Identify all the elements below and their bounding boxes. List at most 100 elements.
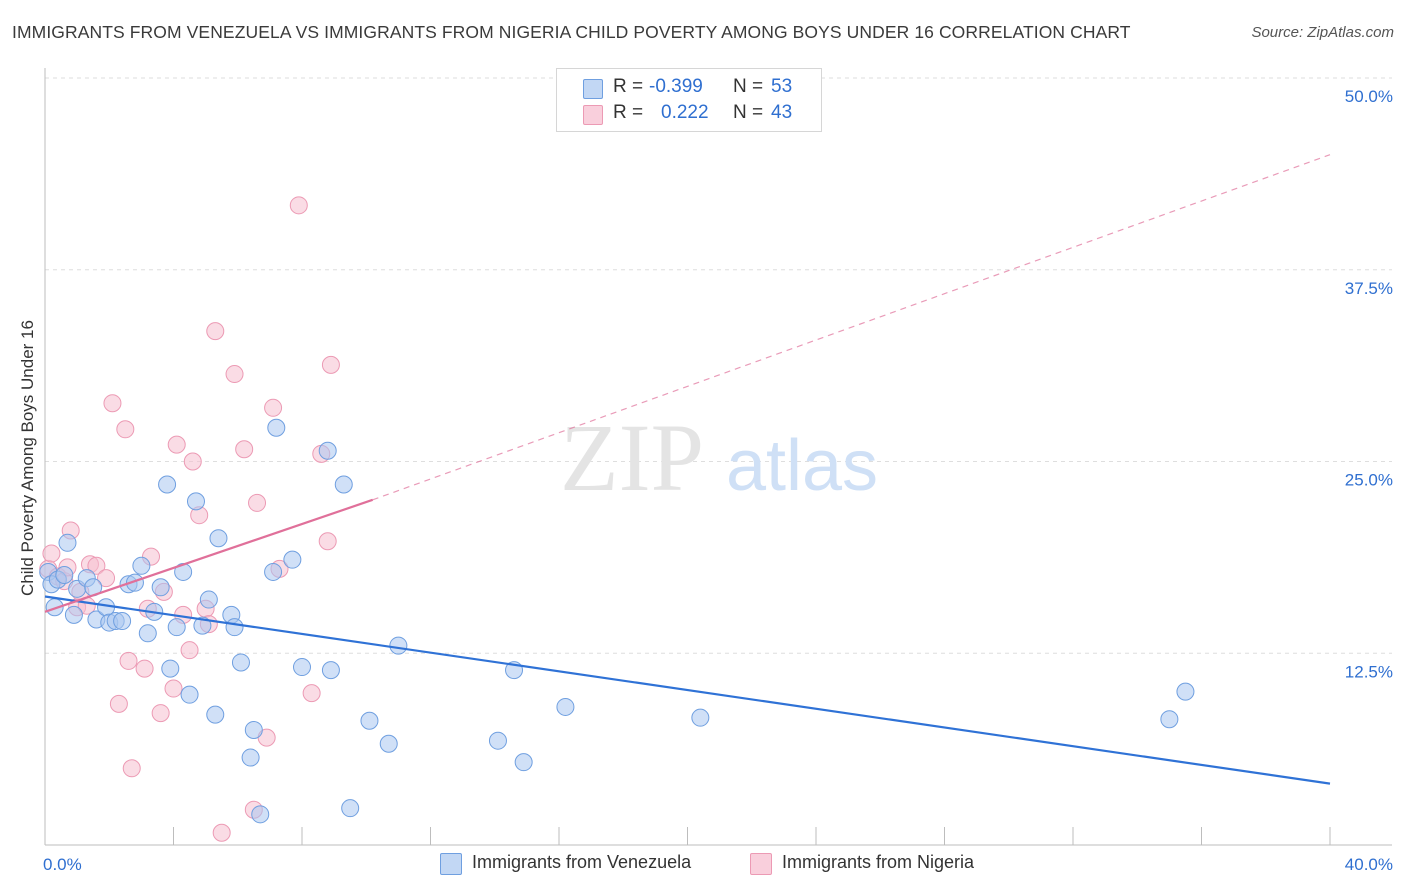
x-tick-label: 40.0%: [1345, 855, 1393, 874]
y-tick-label: 25.0%: [1345, 471, 1393, 490]
nigeria-point: [167, 435, 186, 454]
venezuela-point: [389, 636, 408, 655]
venezuela-point: [161, 659, 180, 678]
watermark: ZIP atlas: [560, 404, 878, 511]
bottom-legend-swatch-venezuela: [440, 853, 462, 875]
venezuela-point: [55, 566, 74, 585]
nigeria-trend-line: [44, 498, 374, 613]
y-tick-label: 12.5%: [1345, 662, 1393, 681]
venezuela-point: [1176, 682, 1195, 701]
legend-r-value: 0.222: [661, 102, 709, 123]
venezuela-trend-line: [44, 595, 1331, 785]
nigeria-point: [183, 452, 202, 471]
venezuela-point: [209, 529, 228, 548]
series-nigeria-points: [39, 196, 340, 842]
nigeria-point: [164, 679, 183, 698]
source-credit: Source: ZipAtlas.com: [1251, 24, 1394, 41]
nigeria-point: [206, 322, 225, 341]
nigeria-trend-extension: [372, 154, 1331, 501]
venezuela-point: [691, 708, 710, 727]
axes-layer: [44, 68, 1392, 846]
venezuela-point: [321, 661, 340, 680]
venezuela-point: [514, 753, 533, 772]
venezuela-point: [241, 748, 260, 767]
venezuela-point: [186, 492, 205, 511]
grid-layer: [45, 77, 1392, 654]
legend-r-label: R =: [613, 76, 644, 97]
venezuela-point: [283, 550, 302, 569]
venezuela-point: [158, 475, 177, 494]
y-axis-label: Child Poverty Among Boys Under 16: [18, 320, 37, 596]
nigeria-point: [116, 420, 135, 439]
venezuela-point: [125, 573, 144, 592]
venezuela-point: [244, 720, 263, 739]
nigeria-point: [225, 365, 244, 384]
bottom-legend-label-nigeria: Immigrants from Nigeria: [782, 852, 975, 872]
nigeria-point: [87, 556, 106, 575]
trend-layer: [44, 154, 1331, 785]
legend-r-label: R =: [613, 102, 644, 123]
venezuela-point: [167, 618, 186, 637]
nigeria-point: [289, 196, 308, 215]
venezuela-point: [264, 562, 283, 581]
legend-n-value: 43: [771, 102, 793, 123]
x-tick-label: 0.0%: [43, 855, 82, 874]
nigeria-point: [135, 659, 154, 678]
watermark-zip: ZIP: [560, 404, 704, 511]
venezuela-point: [64, 605, 83, 624]
watermark-atlas: atlas: [726, 426, 878, 506]
venezuela-point: [206, 705, 225, 724]
nigeria-point: [248, 493, 267, 512]
nigeria-point: [302, 684, 321, 703]
venezuela-point: [267, 418, 286, 437]
venezuela-point: [151, 578, 170, 597]
legend-n-label: N =: [733, 102, 764, 123]
venezuela-point: [199, 590, 218, 609]
nigeria-point: [119, 651, 138, 670]
y-tick-label: 50.0%: [1345, 87, 1393, 106]
correlation-legend: R = -0.399 N = 53 R = 0.222 N = 43: [556, 68, 822, 132]
nigeria-point: [180, 641, 199, 660]
venezuela-point: [113, 612, 132, 631]
venezuela-point: [318, 441, 337, 460]
venezuela-point: [251, 805, 270, 824]
venezuela-point: [1160, 710, 1179, 729]
nigeria-point: [264, 398, 283, 417]
venezuela-point: [341, 799, 360, 818]
nigeria-point: [109, 694, 128, 713]
series-venezuela-points: [39, 418, 1195, 824]
legend-swatch-nigeria: [583, 105, 603, 125]
venezuela-point: [379, 734, 398, 753]
nigeria-point: [122, 759, 141, 778]
nigeria-point: [318, 532, 337, 551]
legend-n-value: 53: [771, 76, 793, 97]
nigeria-point: [235, 440, 254, 459]
chart-title: IMMIGRANTS FROM VENEZUELA VS IMMIGRANTS …: [12, 22, 1131, 42]
venezuela-point: [293, 658, 311, 677]
venezuela-point: [360, 711, 379, 730]
bottom-legend-label-venezuela: Immigrants from Venezuela: [472, 852, 692, 872]
nigeria-point: [151, 704, 170, 723]
venezuela-point: [334, 475, 353, 494]
bottom-legend-swatch-nigeria: [750, 853, 772, 875]
legend-r-value: -0.399: [649, 76, 703, 97]
nigeria-point: [103, 394, 122, 413]
venezuela-point: [231, 653, 250, 672]
venezuela-point: [174, 562, 193, 581]
venezuela-point: [488, 731, 507, 750]
venezuela-point: [58, 533, 77, 552]
nigeria-point: [42, 544, 61, 563]
venezuela-point: [138, 624, 157, 643]
nigeria-point: [212, 823, 231, 842]
legend-swatch-venezuela: [583, 79, 603, 99]
legend-n-label: N =: [733, 76, 764, 97]
venezuela-point: [180, 685, 199, 704]
nigeria-point: [97, 569, 116, 588]
venezuela-point: [556, 697, 575, 716]
venezuela-point: [132, 556, 151, 575]
tick-labels: 12.5% 25.0% 37.5% 50.0% 0.0% 40.0%: [43, 87, 1393, 874]
venezuela-point: [225, 618, 244, 637]
venezuela-point: [193, 616, 212, 635]
nigeria-point: [321, 355, 340, 374]
